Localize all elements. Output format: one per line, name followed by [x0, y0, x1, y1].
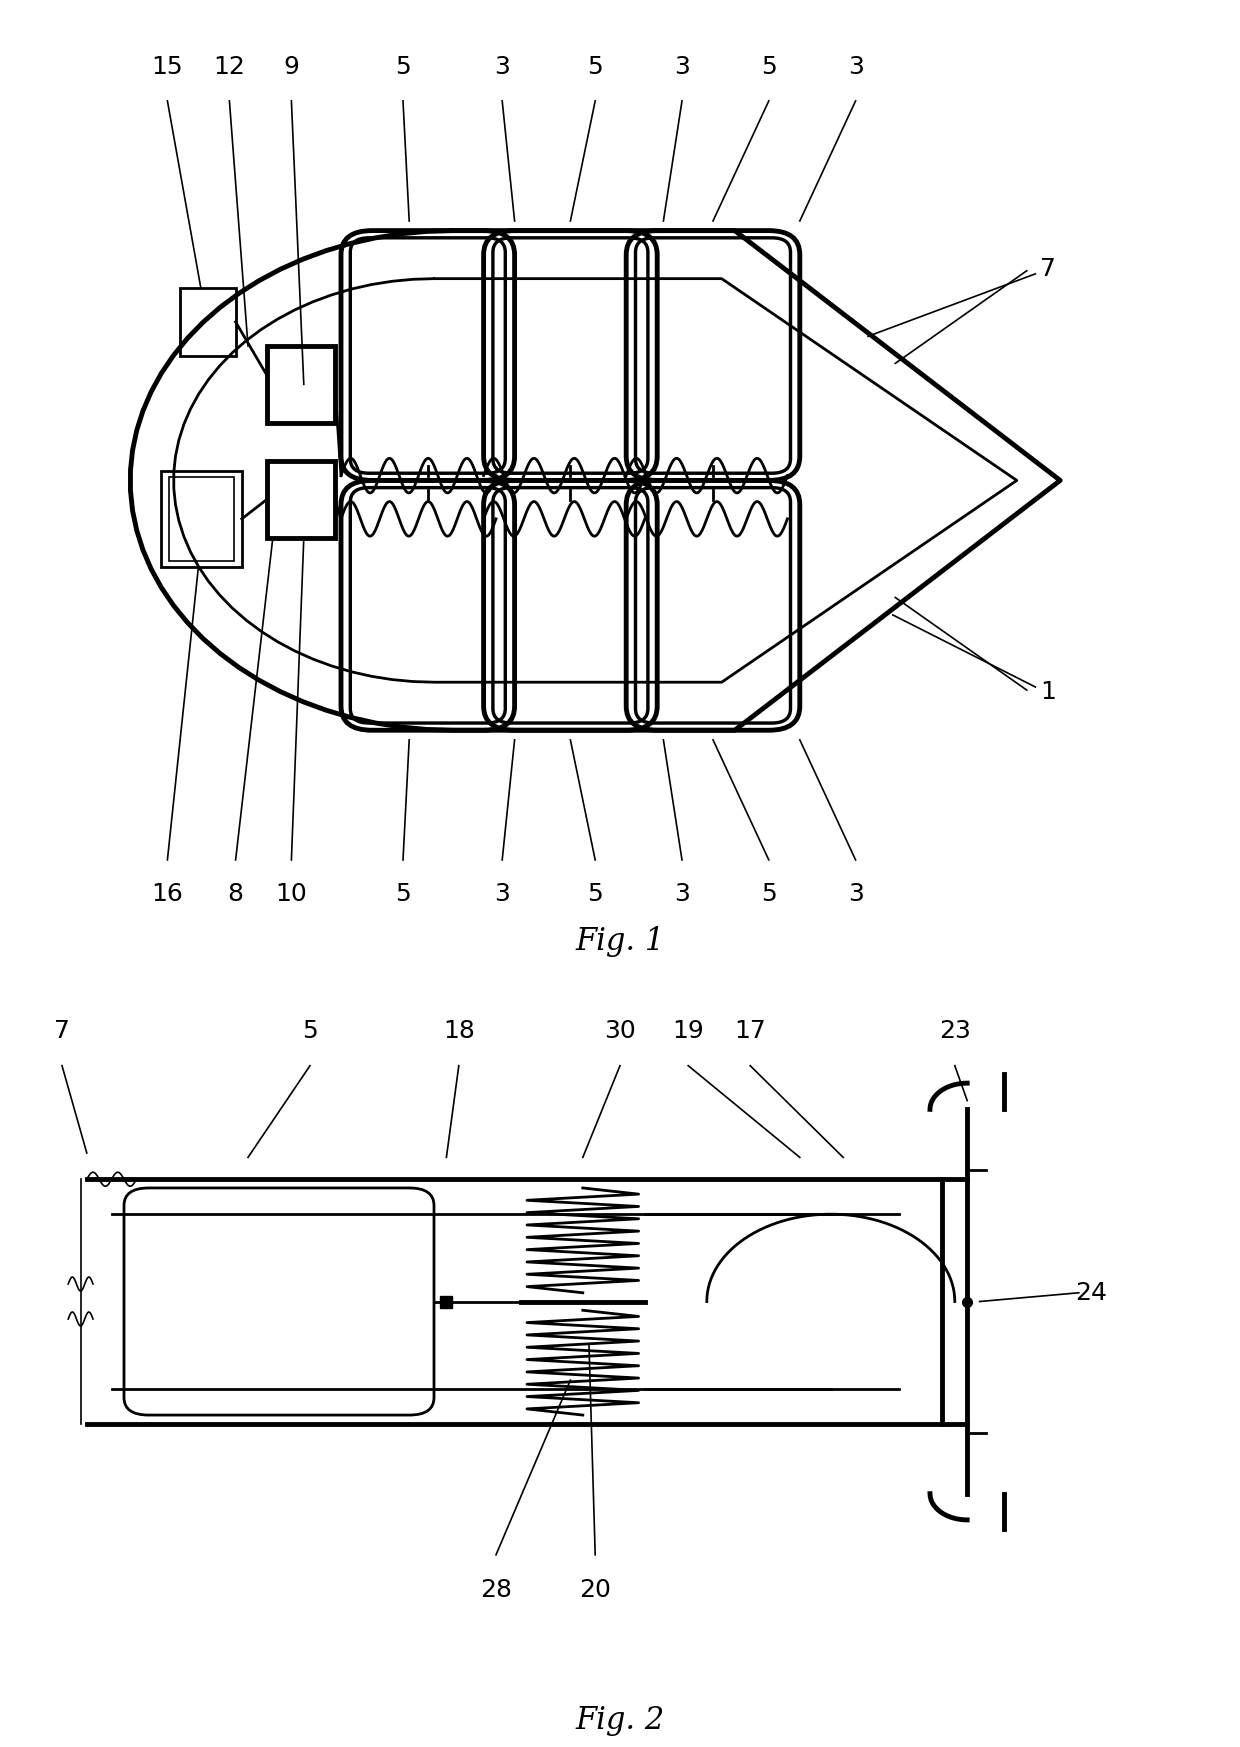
Text: 10: 10	[275, 882, 308, 905]
Text: 5: 5	[588, 56, 603, 79]
Text: 5: 5	[761, 882, 776, 905]
Text: 12: 12	[213, 56, 246, 79]
Text: 16: 16	[151, 882, 184, 905]
Text: 28: 28	[480, 1578, 512, 1602]
Text: 18: 18	[443, 1019, 475, 1043]
FancyBboxPatch shape	[267, 461, 335, 538]
Text: 24: 24	[1075, 1281, 1107, 1305]
Text: 5: 5	[761, 56, 776, 79]
FancyBboxPatch shape	[267, 346, 335, 423]
Text: 15: 15	[151, 56, 184, 79]
Text: 3: 3	[495, 56, 510, 79]
Text: 5: 5	[588, 882, 603, 905]
Text: 7: 7	[55, 1019, 69, 1043]
Text: 3: 3	[675, 882, 689, 905]
Text: 23: 23	[939, 1019, 971, 1043]
Text: Fig. 2: Fig. 2	[575, 1705, 665, 1737]
Text: 3: 3	[848, 882, 863, 905]
Text: 19: 19	[672, 1019, 704, 1043]
Text: 5: 5	[303, 1019, 317, 1043]
Text: 7: 7	[1040, 257, 1055, 281]
Text: 3: 3	[675, 56, 689, 79]
FancyBboxPatch shape	[169, 477, 234, 561]
Text: 9: 9	[284, 56, 299, 79]
Text: 20: 20	[579, 1578, 611, 1602]
FancyBboxPatch shape	[180, 288, 236, 356]
FancyBboxPatch shape	[124, 1188, 434, 1415]
Text: 1: 1	[1040, 680, 1055, 704]
Text: 5: 5	[396, 882, 410, 905]
Text: 3: 3	[495, 882, 510, 905]
Text: 8: 8	[228, 882, 243, 905]
Text: 30: 30	[604, 1019, 636, 1043]
FancyBboxPatch shape	[161, 470, 242, 566]
Text: 17: 17	[734, 1019, 766, 1043]
Text: 3: 3	[848, 56, 863, 79]
Text: 5: 5	[396, 56, 410, 79]
Text: Fig. 1: Fig. 1	[575, 926, 665, 957]
